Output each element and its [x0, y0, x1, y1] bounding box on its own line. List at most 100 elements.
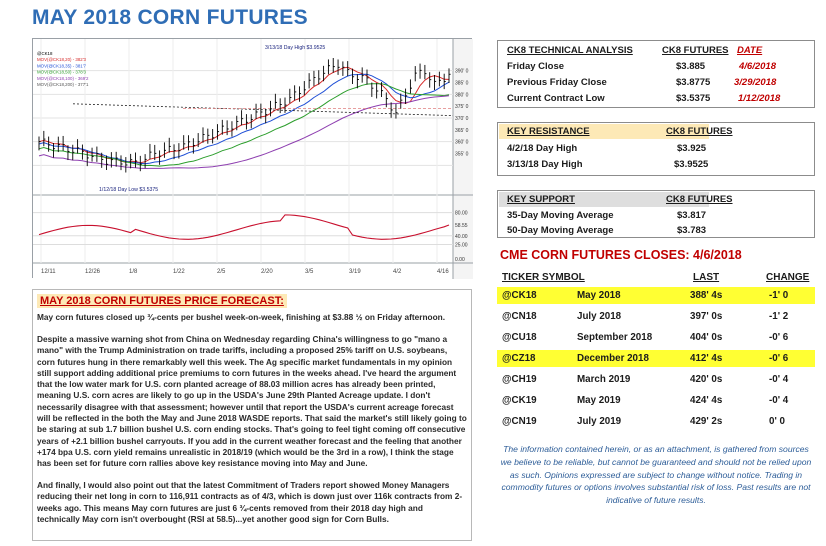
cme-ticker: @CN18 — [502, 311, 537, 322]
cme-last: 420' 0s — [690, 374, 723, 385]
forecast-paragraph-3: And finally, I would also point out that… — [37, 480, 463, 524]
cme-header-change: CHANGE — [766, 272, 810, 283]
y-tick-label: 370' 0 — [455, 116, 469, 122]
resistance-row-label: 4/2/18 Day High — [507, 143, 578, 154]
y-tick-label: 380' 0 — [455, 92, 469, 98]
annotation-high: 3/13/18 Day High $3.9525 — [265, 45, 325, 51]
legend-entry: MOV(@CK18,100) - 369'2 — [37, 76, 89, 81]
cme-last: 397' 0s — [690, 311, 723, 322]
support-header-label: KEY SUPPORT — [499, 192, 709, 207]
forecast-section: MAY 2018 CORN FUTURES PRICE FORECAST: Ma… — [32, 289, 472, 541]
page-title: MAY 2018 CORN FUTURES — [32, 6, 308, 29]
cme-ticker: @CK19 — [502, 395, 537, 406]
support-table — [497, 190, 815, 238]
technical-row-value: $3.8775 — [676, 77, 711, 88]
chart-svg: 12/11 12/26 1/8 1/22 2/5 2/20 3/5 3/19 4/2 4/16 39… — [33, 39, 473, 279]
cme-change: 0' 0 — [769, 416, 785, 427]
x-tick-label: 2/20 — [261, 269, 273, 275]
cme-closes-title: CME CORN FUTURES CLOSES: 4/6/2018 — [500, 248, 742, 262]
cme-change: -0' 6 — [769, 332, 789, 343]
cme-last: 388' 4s — [690, 290, 723, 301]
cme-change: -1' 0 — [769, 290, 789, 301]
legend-entry: MOV(@CK18,35) - 381'7 — [37, 63, 87, 68]
x-tick-label: 1/22 — [173, 269, 185, 275]
resistance-header-futures: CK8 FUTURES — [666, 126, 733, 137]
cme-month: September 2018 — [577, 332, 653, 343]
technical-row-value: $3.885 — [676, 61, 706, 72]
cme-last: 424' 4s — [690, 395, 723, 406]
cme-row: @CZ18 December 2018 412' 4s -0' 6 — [497, 350, 815, 367]
cme-header-last: LAST — [693, 272, 720, 283]
resistance-header-label: KEY RESISTANCE — [499, 124, 709, 139]
y-tick-label: 375' 0 — [455, 104, 469, 110]
cme-ticker: @CN19 — [502, 416, 537, 427]
support-row-value: $3.817 — [677, 210, 707, 221]
legend-entry: MOV(@CK18,20) - 382'3 — [37, 57, 87, 62]
ma-20-line — [38, 66, 450, 164]
technical-header-futures: CK8 FUTURES — [662, 45, 729, 56]
rsi-tick-label: 40.00 — [455, 234, 468, 240]
rsi-tick-label: 80.00 — [455, 211, 468, 217]
y-tick-label: 365' 0 — [455, 128, 469, 134]
annotation-low: 1/12/18 Day Low $3.5375 — [99, 187, 158, 193]
x-tick-label: 4/2 — [393, 269, 402, 275]
legend-entry: MOV(@CK18,50) - 378'3 — [37, 70, 87, 75]
technical-row-date: 1/12/2018 — [738, 93, 781, 104]
y-tick-label: 390' 0 — [455, 69, 469, 75]
disclaimer: The information contained herein, or as … — [500, 444, 812, 506]
y-tick-label: 385' 0 — [455, 81, 469, 87]
ma-100-line — [38, 95, 450, 170]
cme-last: 412' 4s — [690, 353, 723, 364]
cme-row: @CH19 March 2019 420' 0s -0' 4 — [497, 371, 815, 388]
cme-row: @CN18 July 2018 397' 0s -1' 2 — [497, 308, 815, 325]
cme-month: July 2019 — [577, 416, 622, 427]
cme-row: @CU18 September 2018 404' 0s -0' 6 — [497, 329, 815, 346]
technical-header-label: CK8 TECHNICAL ANALYSIS — [507, 45, 633, 56]
technical-row-value: $3.5375 — [676, 93, 711, 104]
resistance-row-label: 3/13/18 Day High — [507, 159, 583, 170]
cme-ticker: @CU18 — [502, 332, 537, 343]
technical-row-label: Current Contract Low — [507, 93, 605, 104]
support-row-value: $3.783 — [677, 225, 707, 236]
y-tick-label: 360' 0 — [455, 140, 469, 146]
cme-month: May 2018 — [577, 290, 621, 301]
x-tick-label: 3/5 — [305, 269, 314, 275]
cme-change: -0' 6 — [769, 353, 789, 364]
legend-entry: MOV(@CK18,200) - 377'1 — [37, 82, 89, 87]
forecast-heading: MAY 2018 CORN FUTURES PRICE FORECAST: — [37, 294, 287, 308]
cme-change: -1' 2 — [769, 311, 789, 322]
resistance-row-value: $3.9525 — [674, 159, 709, 170]
forecast-paragraph-1: May corn futures closed up ¾-cents per b… — [37, 312, 446, 322]
x-tick-label: 1/8 — [129, 269, 138, 275]
trend-line — [72, 103, 454, 117]
rsi-tick-label: 58.55 — [455, 223, 468, 229]
cme-ticker: @CH19 — [502, 374, 537, 385]
support-row-label: 35-Day Moving Average — [507, 210, 614, 221]
technical-header-date: DATE — [737, 45, 763, 56]
x-tick-label: 4/16 — [437, 269, 449, 275]
support-header-futures: CK8 FUTURES — [666, 194, 733, 205]
rsi-line — [38, 214, 450, 240]
cme-month: December 2018 — [577, 353, 649, 364]
technical-row-label: Friday Close — [507, 61, 565, 72]
support-row-label: 50-Day Moving Average — [507, 225, 614, 236]
x-tick-label: 3/19 — [349, 269, 361, 275]
technical-row-date: 4/6/2018 — [739, 61, 776, 72]
cme-header-ticker: TICKER SYMBOL — [502, 272, 585, 283]
x-tick-label: 12/26 — [85, 269, 101, 275]
ma-50-line — [38, 83, 450, 167]
forecast-paragraph-2: Despite a massive warning shot from Chin… — [37, 334, 467, 469]
cme-change: -0' 4 — [769, 374, 789, 385]
rsi-tick-label: 25.00 — [455, 243, 468, 249]
x-tick-label: 2/5 — [217, 269, 226, 275]
cme-row: @CN19 July 2019 429' 2s 0' 0 — [497, 413, 815, 430]
y-tick-label: 355' 0 — [455, 152, 469, 158]
technical-row-date: 3/29/2018 — [734, 77, 777, 88]
cme-row: @CK19 May 2019 424' 4s -0' 4 — [497, 392, 815, 409]
ma-35-line — [38, 73, 450, 165]
cme-ticker: @CZ18 — [502, 353, 536, 364]
rsi-tick-label: 0.00 — [455, 257, 465, 263]
cme-change: -0' 4 — [769, 395, 789, 406]
cme-row: @CK18 May 2018 388' 4s -1' 0 — [497, 287, 815, 304]
technical-row-label: Previous Friday Close — [507, 77, 607, 88]
